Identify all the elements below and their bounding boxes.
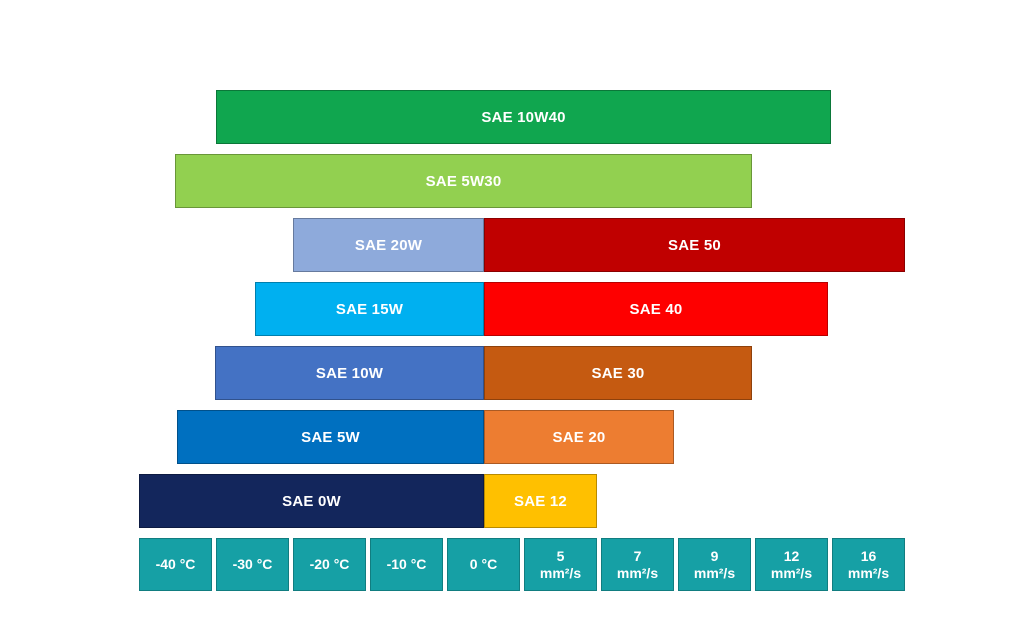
axis-unit: mm²/s (770, 564, 813, 581)
bar-segment-sae-50: SAE 50 (484, 218, 905, 272)
bar-label: SAE 10W40 (481, 108, 566, 126)
bar-segment-sae-40: SAE 40 (484, 282, 828, 336)
axis-label: -30 °C (232, 556, 273, 572)
bar-label: SAE 50 (668, 236, 721, 254)
axis-cell-10-c: -10 °C (370, 538, 443, 591)
bar-label: SAE 10W (315, 364, 384, 382)
axis-cell-20-c: -20 °C (293, 538, 366, 591)
axis-unit: mm²/s (539, 564, 582, 581)
bar-label: SAE 12 (514, 492, 567, 510)
axis-label: -10 °C (386, 556, 427, 572)
bar-segment-sae-12: SAE 12 (484, 474, 597, 528)
bar-label: SAE 15W (335, 300, 404, 318)
bar-segment-sae-10w: SAE 10W (215, 346, 484, 400)
bar-segment-sae-15w: SAE 15W (255, 282, 484, 336)
bar-segment-sae-5w30: SAE 5W30 (175, 154, 752, 208)
axis-value: 9 (710, 547, 719, 564)
bar-segment-sae-20w: SAE 20W (293, 218, 484, 272)
bar-label: SAE 20W (354, 236, 423, 254)
axis-unit: mm²/s (693, 564, 736, 581)
bar-label: SAE 20 (552, 428, 606, 446)
axis-label: -40 °C (155, 556, 196, 572)
axis-value: 12 (783, 547, 800, 564)
axis-value: 7 (633, 547, 642, 564)
axis-unit: mm²/s (847, 564, 890, 581)
bar-label: SAE 0W (282, 492, 341, 510)
axis-cell-5-mm-s: 5 mm²/s (524, 538, 597, 591)
axis-cell-9-mm-s: 9 mm²/s (678, 538, 751, 591)
bar-segment-sae-10w40: SAE 10W40 (216, 90, 831, 144)
bar-label: SAE 5W30 (425, 172, 502, 190)
axis-cell-16-mm-s: 16 mm²/s (832, 538, 905, 591)
axis-value: 5 (556, 547, 565, 564)
axis-label: -20 °C (309, 556, 350, 572)
axis-value: 16 (860, 547, 877, 564)
bar-label: SAE 40 (629, 300, 683, 318)
bar-segment-sae-0w: SAE 0W (139, 474, 484, 528)
axis-cell-40-c: -40 °C (139, 538, 212, 591)
axis-cell-0-c: 0 °C (447, 538, 520, 591)
axis-label: 0 °C (469, 556, 498, 572)
axis-cell-30-c: -30 °C (216, 538, 289, 591)
bar-label: SAE 5W (301, 428, 360, 446)
axis-cell-12-mm-s: 12 mm²/s (755, 538, 828, 591)
bar-segment-sae-5w: SAE 5W (177, 410, 484, 464)
bar-segment-sae-30: SAE 30 (484, 346, 752, 400)
axis-unit: mm²/s (616, 564, 659, 581)
bar-label: SAE 30 (591, 364, 645, 382)
axis-cell-7-mm-s: 7 mm²/s (601, 538, 674, 591)
bar-segment-sae-20: SAE 20 (484, 410, 674, 464)
